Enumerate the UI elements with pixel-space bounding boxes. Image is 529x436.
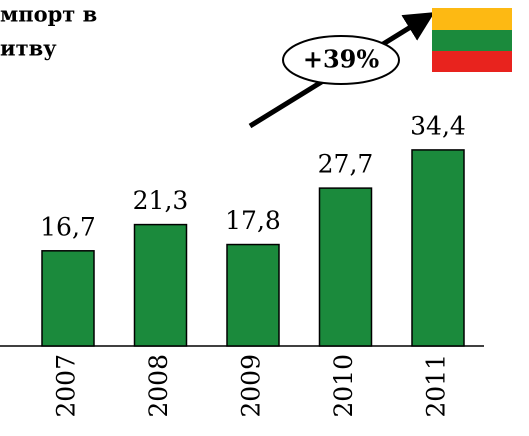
- growth-label: +39%: [303, 45, 380, 74]
- bar: [411, 149, 465, 347]
- x-tick-label: 2009: [237, 354, 266, 418]
- bar: [226, 243, 280, 347]
- value-label: 17,8: [225, 206, 281, 235]
- chart-title: мпорт в: [0, 2, 97, 27]
- value-label: 21,3: [133, 186, 189, 215]
- x-tick-label: 2011: [422, 354, 451, 418]
- growth-badge: [282, 35, 400, 85]
- value-label: 27,7: [318, 150, 374, 179]
- value-label: 16,7: [40, 212, 96, 241]
- chart-title: итву: [0, 36, 57, 61]
- value-label: 34,4: [410, 111, 466, 140]
- x-tick-label: 2010: [329, 354, 358, 418]
- x-tick-label: 2008: [144, 354, 173, 418]
- x-tick-label: 2007: [52, 354, 81, 418]
- bar: [133, 223, 188, 347]
- flag: [432, 8, 512, 72]
- bar: [318, 187, 373, 347]
- bar: [41, 250, 95, 347]
